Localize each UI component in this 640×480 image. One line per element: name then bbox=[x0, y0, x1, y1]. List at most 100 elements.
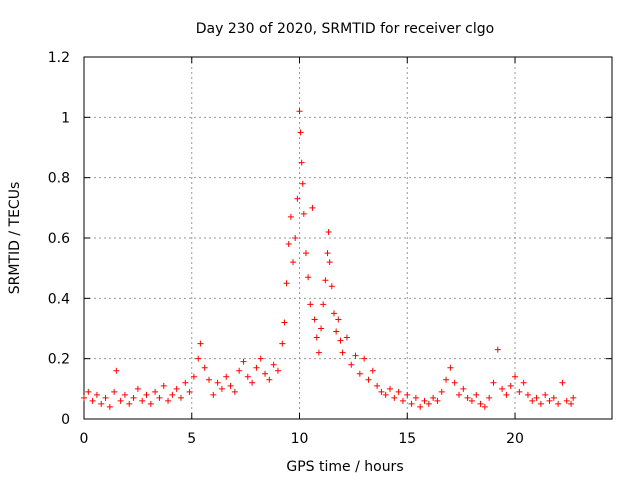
data-point bbox=[173, 385, 180, 392]
data-point bbox=[325, 228, 332, 235]
data-point bbox=[210, 391, 217, 398]
data-point bbox=[102, 394, 109, 401]
data-point bbox=[139, 397, 146, 404]
data-point bbox=[318, 325, 325, 332]
y-tick-label: 0.6 bbox=[48, 231, 70, 247]
data-point bbox=[311, 316, 318, 323]
data-point bbox=[147, 400, 154, 407]
data-point bbox=[121, 391, 128, 398]
data-point bbox=[283, 280, 290, 287]
data-point bbox=[223, 373, 230, 380]
data-point bbox=[307, 301, 314, 308]
data-point bbox=[231, 388, 238, 395]
data-point bbox=[300, 210, 307, 217]
data-point bbox=[257, 355, 264, 362]
data-point bbox=[387, 385, 394, 392]
data-point bbox=[313, 334, 320, 341]
x-tick-label: 5 bbox=[187, 431, 196, 447]
data-point bbox=[111, 388, 118, 395]
plot-frame bbox=[83, 56, 613, 420]
data-point bbox=[165, 397, 172, 404]
data-point bbox=[486, 394, 493, 401]
data-point bbox=[430, 394, 437, 401]
data-point bbox=[236, 367, 243, 374]
data-point bbox=[326, 259, 333, 266]
data-point bbox=[81, 394, 87, 401]
data-point bbox=[563, 397, 570, 404]
data-point bbox=[330, 310, 337, 317]
data-point bbox=[195, 355, 202, 362]
data-point bbox=[361, 355, 368, 362]
data-point bbox=[143, 391, 150, 398]
data-point bbox=[546, 397, 553, 404]
data-point bbox=[352, 352, 359, 359]
data-point bbox=[455, 391, 462, 398]
data-point bbox=[343, 334, 350, 341]
data-point bbox=[113, 367, 120, 374]
data-point bbox=[559, 379, 566, 386]
data-point bbox=[494, 346, 501, 353]
y-tick-label: 0 bbox=[61, 412, 70, 428]
data-point bbox=[240, 358, 247, 365]
data-point bbox=[447, 364, 454, 371]
data-point bbox=[182, 379, 189, 386]
data-point bbox=[369, 367, 376, 374]
data-point bbox=[408, 400, 415, 407]
data-point bbox=[374, 382, 381, 389]
data-point bbox=[266, 376, 273, 383]
chart-title: Day 230 of 2020, SRMTID for receiver clg… bbox=[196, 21, 494, 37]
data-point bbox=[399, 397, 406, 404]
data-point bbox=[477, 400, 484, 407]
data-point bbox=[395, 388, 402, 395]
data-point bbox=[533, 394, 540, 401]
data-point bbox=[169, 391, 176, 398]
data-point bbox=[417, 403, 424, 410]
data-point bbox=[503, 391, 510, 398]
data-point bbox=[285, 241, 292, 248]
data-point bbox=[130, 394, 137, 401]
data-point bbox=[335, 316, 342, 323]
data-point bbox=[253, 364, 260, 371]
data-point bbox=[270, 361, 277, 368]
data-point bbox=[85, 388, 92, 395]
x-tick-label: 20 bbox=[506, 431, 524, 447]
data-point bbox=[156, 394, 163, 401]
data-point bbox=[451, 379, 458, 386]
data-point bbox=[337, 337, 344, 344]
data-point bbox=[93, 391, 100, 398]
data-point bbox=[464, 394, 471, 401]
data-point bbox=[438, 388, 445, 395]
data-point bbox=[512, 373, 519, 380]
data-point bbox=[333, 328, 340, 335]
data-point bbox=[205, 376, 212, 383]
data-point bbox=[302, 250, 309, 257]
data-point bbox=[186, 388, 193, 395]
data-point bbox=[382, 391, 389, 398]
data-point bbox=[152, 388, 159, 395]
x-tick-label: 0 bbox=[80, 431, 89, 447]
data-point bbox=[290, 259, 297, 266]
data-point bbox=[89, 397, 96, 404]
data-point bbox=[468, 397, 475, 404]
data-point bbox=[481, 403, 488, 410]
data-point bbox=[244, 373, 251, 380]
data-point bbox=[214, 379, 221, 386]
axis-ticks: 0 5 10 15 20 0 0.2 0.4 0.6 0.8 1 1.2 bbox=[48, 50, 612, 447]
y-tick-label: 0.2 bbox=[48, 352, 70, 368]
data-point bbox=[98, 400, 105, 407]
data-point bbox=[249, 379, 256, 386]
y-tick-label: 1 bbox=[61, 110, 70, 126]
data-point bbox=[279, 340, 286, 347]
data-point bbox=[520, 379, 527, 386]
data-point bbox=[568, 400, 575, 407]
data-point bbox=[134, 385, 141, 392]
data-point bbox=[262, 370, 269, 377]
data-point bbox=[287, 213, 294, 220]
grid-lines bbox=[84, 57, 612, 419]
data-point bbox=[529, 397, 536, 404]
data-point bbox=[299, 180, 306, 187]
data-point bbox=[473, 391, 480, 398]
y-axis-label: SRMTID / TECUs bbox=[7, 182, 23, 295]
data-point bbox=[365, 376, 372, 383]
